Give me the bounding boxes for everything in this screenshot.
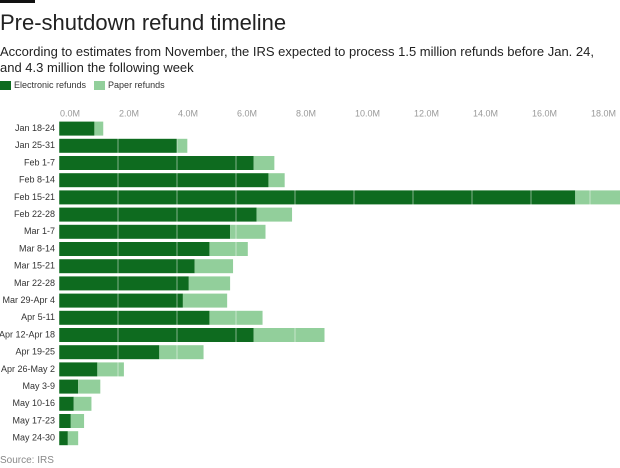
y-tick-label: Mar 15-21 <box>14 261 55 271</box>
legend-label: Electronic refunds <box>14 80 87 90</box>
bar-segment <box>59 293 183 308</box>
bar-segment <box>78 379 101 394</box>
bar-segment <box>73 396 92 411</box>
y-tick-label: Apr 26-May 2 <box>1 364 55 374</box>
bar-segment <box>194 259 234 274</box>
bar-segment <box>59 345 160 360</box>
top-rule <box>0 0 35 3</box>
x-tick-label: 18.0M <box>591 108 616 118</box>
chart: Jan 18-24 Jan 25-31 Feb 1-7 Feb 8-14 Feb 15-… <box>0 108 620 447</box>
y-tick-label: Apr 5-11 <box>21 312 55 322</box>
bar-segment <box>59 396 74 411</box>
y-tick-label: Apr 12-Apr 18 <box>0 329 55 339</box>
x-tick-label: 4.0M <box>178 108 198 118</box>
bar-segment <box>59 276 189 291</box>
y-tick-label: Feb 22-28 <box>14 209 55 219</box>
legend-item: Paper refunds <box>94 80 165 91</box>
bar-segment <box>230 224 266 239</box>
bar-segment <box>59 310 210 325</box>
legend-item: Electronic refunds <box>0 80 87 91</box>
bar-segment <box>177 138 188 153</box>
x-tick-label: 8.0M <box>296 108 316 118</box>
bar-segment <box>59 173 269 188</box>
bar-segment <box>59 207 257 222</box>
bar-segment <box>256 207 293 222</box>
legend-swatch <box>0 81 11 91</box>
bar-segment <box>97 362 124 377</box>
chart-title: Pre-shutdown refund timeline <box>0 10 287 35</box>
y-tick-label: Mar 1-7 <box>24 226 55 236</box>
bar-segment <box>159 345 204 360</box>
bar-segment <box>59 242 210 256</box>
x-tick-label: 10.0M <box>355 108 380 118</box>
y-tick-label: May 10-16 <box>12 398 55 408</box>
x-tick-label: 12.0M <box>414 108 439 118</box>
x-tick-label: 6.0M <box>237 108 257 118</box>
bars <box>59 121 620 446</box>
bar-segment <box>59 190 576 205</box>
x-tick-label: 0.0M <box>60 108 80 118</box>
bar-segment <box>253 156 275 170</box>
legend-label: Paper refunds <box>108 80 165 90</box>
bar-segment <box>59 414 71 428</box>
bar-segment <box>70 414 85 428</box>
y-tick-label: Mar 8-14 <box>19 243 55 253</box>
y-tick-label: May 17-23 <box>12 415 55 425</box>
y-tick-label: Feb 1-7 <box>24 157 55 167</box>
bar-segment <box>59 431 68 446</box>
bar-segment <box>253 328 325 342</box>
bar-segment <box>209 242 248 256</box>
x-tick-label: 14.0M <box>473 108 498 118</box>
source: Source: IRS <box>0 455 54 466</box>
bar-segment <box>268 173 285 188</box>
y-tick-label: Feb 15-21 <box>14 192 55 202</box>
bar-segment <box>94 121 104 136</box>
bar-segment <box>59 156 254 170</box>
x-tick-label: 16.0M <box>532 108 557 118</box>
bar-segment <box>575 190 620 205</box>
chart-subtitle: According to estimates from November, th… <box>0 44 594 75</box>
y-tick-label: May 3-9 <box>22 381 55 391</box>
bar-segment <box>59 121 95 136</box>
y-tick-label: Mar 29-Apr 4 <box>2 295 55 305</box>
y-tick-label: May 24-30 <box>12 433 55 443</box>
bar-segment <box>182 293 228 308</box>
legend: Electronic refunds Paper refunds <box>0 80 165 91</box>
bar-segment <box>59 224 231 239</box>
bar-segment <box>59 328 254 342</box>
bar-segment <box>59 379 79 394</box>
y-tick-label: Apr 19-25 <box>15 347 55 357</box>
bar-segment <box>59 259 195 274</box>
bar-segment <box>59 362 98 377</box>
bar-segment <box>188 276 231 291</box>
legend-swatch <box>94 81 106 91</box>
y-tick-label: Feb 8-14 <box>19 175 55 185</box>
y-tick-label: Jan 25-31 <box>15 140 55 150</box>
x-tick-label: 2.0M <box>119 108 139 118</box>
y-tick-label: Jan 18-24 <box>15 123 55 133</box>
y-tick-label: Mar 22-28 <box>14 278 55 288</box>
bar-segment <box>67 431 79 446</box>
